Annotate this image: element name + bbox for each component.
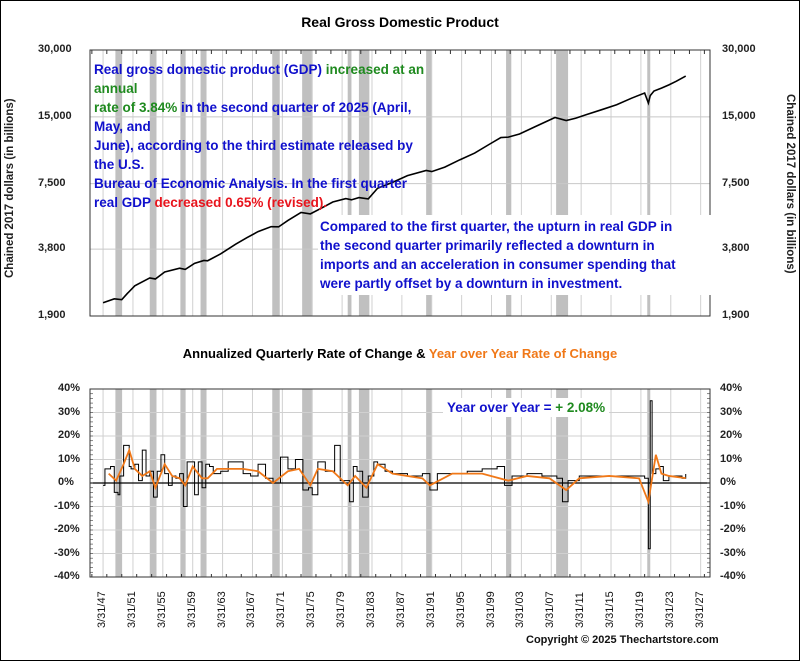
bottom-right-y-tick-label: -30%	[720, 546, 746, 559]
quarterly-rate-line	[103, 400, 687, 550]
bottom-title-yoy: Year over Year Rate of Change	[428, 346, 618, 361]
top-recession-band	[358, 50, 370, 316]
top-recession-band	[647, 50, 651, 316]
note2-line: the second quarter primarily reflected a…	[320, 238, 655, 253]
top-right-y-tick-label: 1,900	[722, 309, 750, 321]
note1-decrease-text: decreased 0.65% (revised).	[154, 195, 328, 210]
top-recession-band	[115, 50, 123, 316]
note2-line: Compared to the first quarter, the uptur…	[320, 219, 673, 234]
bottom-left-y-tick-label: -30%	[54, 546, 80, 559]
bottom-right-y-tick-label: 40%	[720, 382, 743, 394]
top-recession-band	[347, 50, 352, 316]
yoy-value: + 2.08%	[555, 400, 606, 415]
bottom-right-y-tick-label: -20%	[720, 523, 746, 535]
top-recession-band	[272, 50, 280, 316]
bottom-left-y-tick-label: -40%	[54, 570, 80, 582]
bottom-left-y-tick-label: 20%	[58, 429, 81, 441]
top-left-y-tick-label: 30,000	[38, 43, 72, 55]
note1-rate-text: rate of 3.84%	[94, 100, 178, 115]
top-plot-border	[89, 49, 711, 317]
bottom-right-y-tick-label: 20%	[720, 429, 743, 441]
top-recession-band	[506, 50, 512, 316]
note1-increase-text: increased at an annual	[94, 62, 425, 96]
bottom-right-y-tick-label: 30%	[720, 405, 743, 418]
top-right-y-tick-label: 15,000	[722, 109, 756, 122]
bottom-chart-title: Annualized Quarterly Rate of Change & Ye…	[0, 346, 800, 361]
note1-bureau-text: Bureau of Economic Analysis. In the firs…	[94, 176, 408, 191]
note1-realgdp-text: real GDP	[94, 195, 155, 210]
bottom-left-y-tick-label: 30%	[58, 405, 81, 418]
yoy-annotation: Year over Year = + 2.08%	[443, 398, 610, 417]
bottom-right-y-tick-label: 0%	[720, 476, 736, 488]
top-recession-band	[180, 50, 186, 316]
bottom-left-y-tick-label: 0%	[58, 476, 74, 488]
bottom-plot-border	[89, 388, 711, 578]
real-gdp-line	[102, 75, 687, 304]
note2-line: were partly offset by a downturn in inve…	[320, 276, 623, 291]
bottom-left-y-tick-label: 40%	[58, 382, 81, 394]
top-recession-band	[556, 50, 569, 316]
note2-line: imports and an acceleration in consumer …	[320, 257, 676, 272]
note1-estimate-text: June), according to the third estimate r…	[94, 138, 413, 172]
top-left-y-tick-label: 15,000	[38, 109, 72, 122]
top-recession-band	[302, 50, 312, 316]
top-right-y-tick-label: 7,500	[722, 176, 750, 189]
bottom-right-y-tick-label: 10%	[720, 452, 743, 465]
top-recession-band	[149, 50, 157, 316]
bottom-title-quarterly: Annualized Quarterly Rate of Change &	[182, 346, 429, 361]
top-right-y-tick-label: 30,000	[722, 43, 756, 55]
top-left-y-tick-label: 1,900	[38, 309, 66, 321]
bottom-left-y-tick-label: -20%	[54, 523, 80, 535]
top-chart-title: Real Gross Domestic Product	[301, 14, 499, 30]
note1-quarter-text: in the second quarter of 2025 (April, Ma…	[94, 100, 412, 134]
bottom-left-y-tick-label: 10%	[58, 452, 81, 465]
yoy-label: Year over Year =	[447, 400, 556, 415]
top-recession-band	[426, 50, 432, 316]
bottom-right-y-tick-label: -40%	[720, 570, 746, 582]
top-left-y-tick-label: 7,500	[38, 176, 66, 189]
top-right-y-tick-label: 3,800	[722, 242, 750, 255]
copyright-text: Copyright © 2025 Thechartstore.com	[526, 634, 719, 646]
gdp-explanation-annotation: Compared to the first quarter, the uptur…	[318, 215, 714, 295]
yoy-rate-line	[108, 447, 686, 506]
top-left-y-tick-label: 3,800	[38, 242, 66, 255]
bottom-right-y-tick-label: -10%	[720, 499, 746, 512]
bottom-left-y-tick-label: -10%	[54, 499, 80, 512]
note1-text: Real gross domestic product (GDP)	[94, 62, 326, 77]
gdp-summary-annotation: Real gross domestic product (GDP) increa…	[94, 60, 434, 212]
top-recession-band	[200, 50, 207, 316]
